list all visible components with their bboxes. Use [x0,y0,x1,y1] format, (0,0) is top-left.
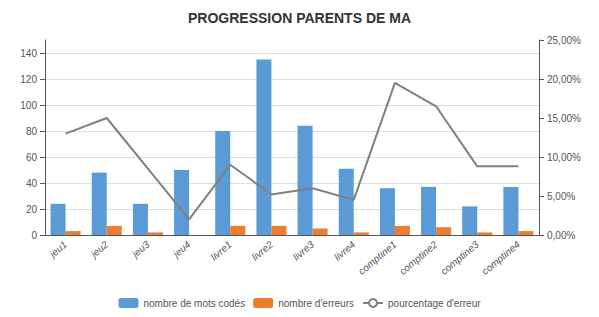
svg-text:20: 20 [26,204,38,215]
svg-text:livre4: livre4 [332,239,358,263]
svg-text:100: 100 [20,100,37,111]
svg-text:comptine3: comptine3 [438,239,481,277]
svg-text:0,00%: 0,00% [547,230,575,241]
svg-text:60: 60 [26,152,38,163]
svg-text:nombre d'erreurs: nombre d'erreurs [278,298,354,309]
svg-text:livre3: livre3 [291,239,317,263]
svg-text:pourcentage d'erreur: pourcentage d'erreur [388,298,481,309]
svg-text:jeu4: jeu4 [170,239,193,261]
svg-text:0: 0 [31,230,37,241]
svg-text:livre2: livre2 [250,239,276,263]
svg-text:120: 120 [20,74,37,85]
svg-text:20,00%: 20,00% [547,74,581,85]
svg-text:nombre de mots codés: nombre de mots codés [143,298,245,309]
svg-text:comptine2: comptine2 [397,239,440,277]
svg-text:comptine4: comptine4 [480,239,523,277]
svg-text:livre1: livre1 [208,239,233,263]
svg-text:jeu3: jeu3 [128,239,151,261]
svg-text:80: 80 [26,126,38,137]
svg-text:25,00%: 25,00% [547,35,581,46]
svg-text:40: 40 [26,178,38,189]
svg-text:PROGRESSION PARENTS DE MA: PROGRESSION PARENTS DE MA [188,10,411,26]
svg-text:5,00%: 5,00% [547,191,575,202]
svg-text:jeu1: jeu1 [46,239,69,261]
svg-text:jeu2: jeu2 [87,239,110,261]
svg-text:10,00%: 10,00% [547,152,581,163]
svg-text:15,00%: 15,00% [547,113,581,124]
svg-text:140: 140 [20,48,37,59]
svg-text:comptine1: comptine1 [356,239,398,277]
